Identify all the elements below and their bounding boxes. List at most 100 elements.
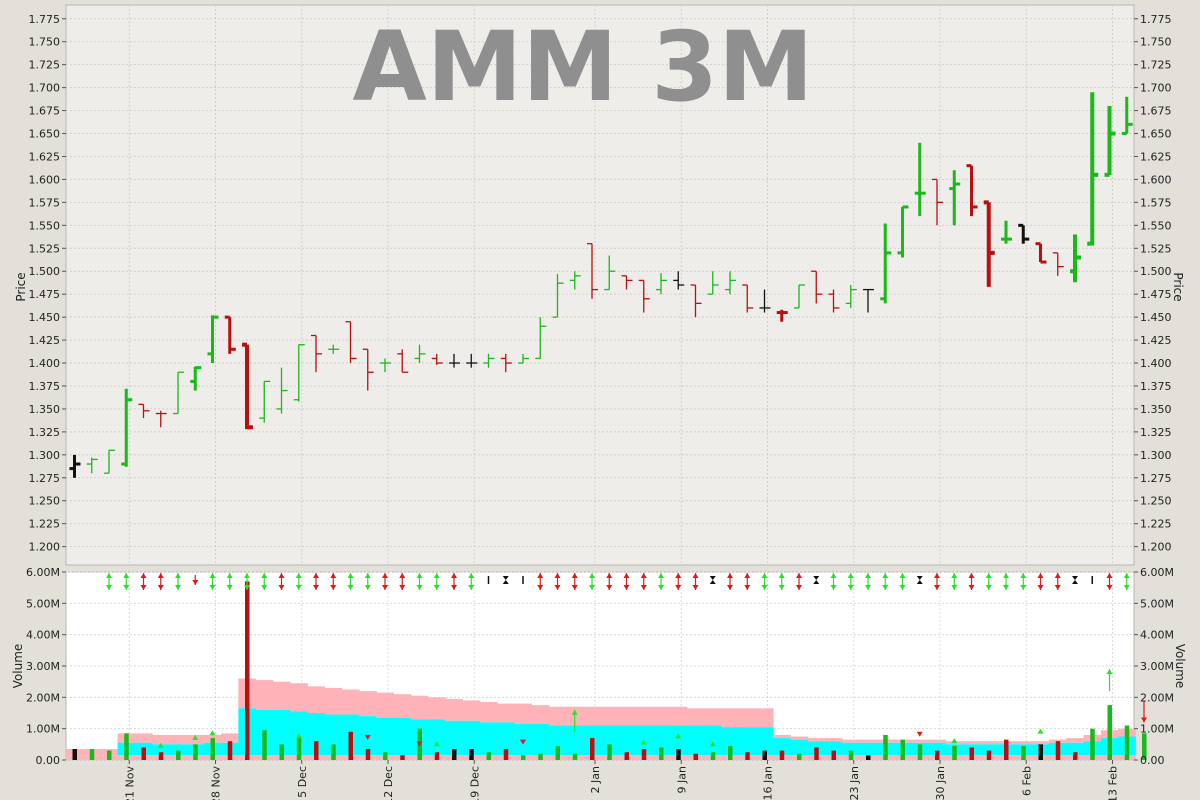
volume-band-outer [600,706,619,726]
volume-bar [848,750,854,760]
volume-band-outer [376,692,395,718]
price-tick-label: 1.250 [29,495,61,508]
signal-arrow-down [865,585,871,590]
price-tick-label: 1.400 [29,357,61,370]
signal-arrow-down [589,585,595,590]
price-tick-label: 1.200 [29,541,61,554]
price-tick-label: 1.775 [1140,13,1172,26]
price-axis-title-left: Price [14,272,28,301]
signal-arrow-down [554,585,561,590]
price-grid [66,5,1134,565]
signal-arrow-up [330,573,337,578]
price-tick-label: 1.225 [29,518,61,531]
ohlc-bar [518,353,529,364]
volume-band-outer [790,736,809,740]
volume-bar [141,747,146,760]
signal-arrow-down [744,585,751,590]
price-tick-label: 1.775 [29,13,61,26]
signal-arrow-down [157,585,164,590]
volume-bar [797,753,802,760]
ohlc-bar [397,349,409,373]
price-tick-label: 1.575 [29,196,61,209]
volume-bar [745,752,750,760]
date-tick-label: 30 Jan [934,766,947,800]
volume-band-outer [548,706,567,726]
ohlc-bar [466,353,478,368]
signal-arrow-up [1123,573,1130,578]
signal-arrow-down [968,585,975,590]
volume-band-inner [928,742,947,756]
volume-bar [555,745,560,760]
volume-band-inner [531,723,550,756]
signal-arrow-down [640,585,647,590]
signal-arrow-down [882,585,889,590]
signal-arrow-down [951,585,958,590]
volume-bar [1073,752,1078,760]
date-tick-label: 19 Dec [468,766,481,800]
price-bars [69,92,1133,478]
ohlc-bar [414,344,426,364]
volume-tick-label: 5.00M [1140,597,1174,610]
signal-arrow-down [606,585,613,590]
volume-bar [348,731,353,760]
volume-band-outer [152,734,170,745]
volume-tick-label: 5.00M [26,597,60,610]
volume-signal-up [675,733,682,739]
ohlc-bar [380,358,391,373]
volume-band-outer [704,708,722,726]
volume-tick-label: 4.00M [1140,629,1174,642]
volume-bar [400,755,405,760]
ohlc-bar [1018,223,1030,244]
volume-bar [1142,733,1147,760]
signal-arrow-up [554,573,561,578]
ohlc-bar [794,284,805,309]
ohlc-bar [173,371,184,415]
signal-arrow-up [1054,573,1061,578]
price-tick-label: 1.600 [1140,173,1172,186]
signal-arrow-up [571,573,578,578]
signal-arrow-up [606,573,613,578]
signal-arrow-up [157,573,164,578]
volume-band-outer [980,741,998,745]
signal-arrow-up [364,573,371,578]
volume-band-outer [324,687,343,715]
price-axis-left: 1.200 1.225 1.250 1.275 1.300 1.325 1.350 1.375… [29,13,66,554]
ohlc-bar [276,367,288,414]
volume-bar [124,733,129,760]
signal-hourglass-top [916,576,923,580]
signal-arrow-up [1020,573,1027,578]
volume-bar [831,750,836,760]
signal-arrow-down [778,585,785,590]
price-tick-label: 1.550 [29,219,61,232]
ohlc-bar [656,273,667,295]
price-tick-label: 1.625 [1140,150,1172,163]
volume-band-outer [359,691,377,717]
signal-arrow-down [623,585,630,590]
ohlc-bar [345,321,357,364]
volume-signal-up [209,730,216,736]
volume-bar [693,753,698,760]
signal-hourglass-bottom [1072,580,1078,584]
signal-hourglass-top [709,576,716,580]
signal-arrow-up [106,573,112,578]
ohlc-bar [880,223,892,304]
volume-bar [521,755,526,760]
ohlc-bar [673,271,685,290]
volume-band-outer [1031,741,1050,745]
signal-arrow-up [778,573,785,578]
price-tick-label: 1.575 [1140,196,1172,209]
ohlc-bar [569,271,581,290]
price-tick-label: 1.325 [29,426,61,439]
volume-band-outer [255,680,274,710]
volume-band-outer [221,733,239,743]
volume-band-inner [652,725,671,756]
price-tick-label: 1.525 [29,242,61,255]
volume-band-inner [738,727,757,756]
volume-bar [641,749,647,760]
price-tick-label: 1.500 [29,265,61,278]
volume-band-inner [980,744,998,756]
price-tick-label: 1.475 [1140,288,1172,301]
date-tick-label: 12 Dec [382,766,395,800]
volume-band-inner [790,739,809,756]
volume-band-inner [290,711,308,756]
